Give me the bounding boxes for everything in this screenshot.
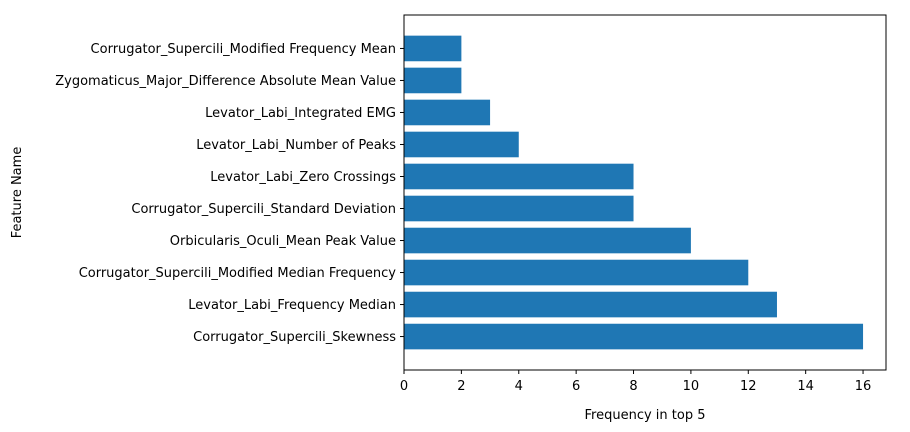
y-axis-label: Feature Name: [10, 147, 25, 239]
y-tick-label: Levator_Labi_Integrated EMG: [205, 106, 396, 121]
x-axis-label: Frequency in top 5: [585, 408, 706, 423]
x-tick-label: 16: [855, 379, 872, 394]
x-axis-ticks: 0 2 4 6 8 10 12 14 16: [400, 370, 871, 394]
bar: [404, 195, 634, 222]
x-tick-label: 4: [515, 379, 523, 394]
y-tick-label: Levator_Labi_Frequency Median: [188, 298, 396, 313]
bar: [404, 291, 777, 318]
x-tick-label: 6: [572, 379, 580, 394]
x-tick-label: 8: [629, 379, 637, 394]
y-axis-ticks: Corrugator_Supercili_Skewness Levator_Lab…: [55, 42, 404, 345]
bar: [404, 227, 691, 254]
y-tick-label: Levator_Labi_Zero Crossings: [210, 170, 396, 185]
bar: [404, 259, 749, 286]
bar: [404, 67, 462, 94]
bar: [404, 35, 462, 62]
y-tick-label: Orbicularis_Oculi_Mean Peak Value: [170, 234, 396, 249]
y-tick-label: Corrugator_Supercili_Standard Deviation: [131, 202, 396, 217]
x-tick-label: 14: [797, 379, 814, 394]
y-tick-label: Levator_Labi_Number of Peaks: [196, 138, 396, 153]
bar: [404, 323, 864, 350]
y-tick-label: Corrugator_Supercili_Modified Frequency …: [91, 42, 396, 57]
bar: [404, 163, 634, 190]
x-tick-label: 2: [457, 379, 465, 394]
bar: [404, 131, 519, 158]
bars-group: [404, 35, 864, 350]
x-tick-label: 12: [740, 379, 757, 394]
x-tick-label: 10: [683, 379, 700, 394]
y-tick-label: Zygomaticus_Major_Difference Absolute Me…: [55, 74, 396, 89]
plot-frame: [403, 14, 887, 371]
y-tick-label: Corrugator_Supercili_Skewness: [193, 330, 396, 345]
bar: [404, 99, 491, 126]
x-tick-label: 0: [400, 379, 408, 394]
y-tick-label: Corrugator_Supercili_Modified Median Fre…: [79, 266, 397, 281]
